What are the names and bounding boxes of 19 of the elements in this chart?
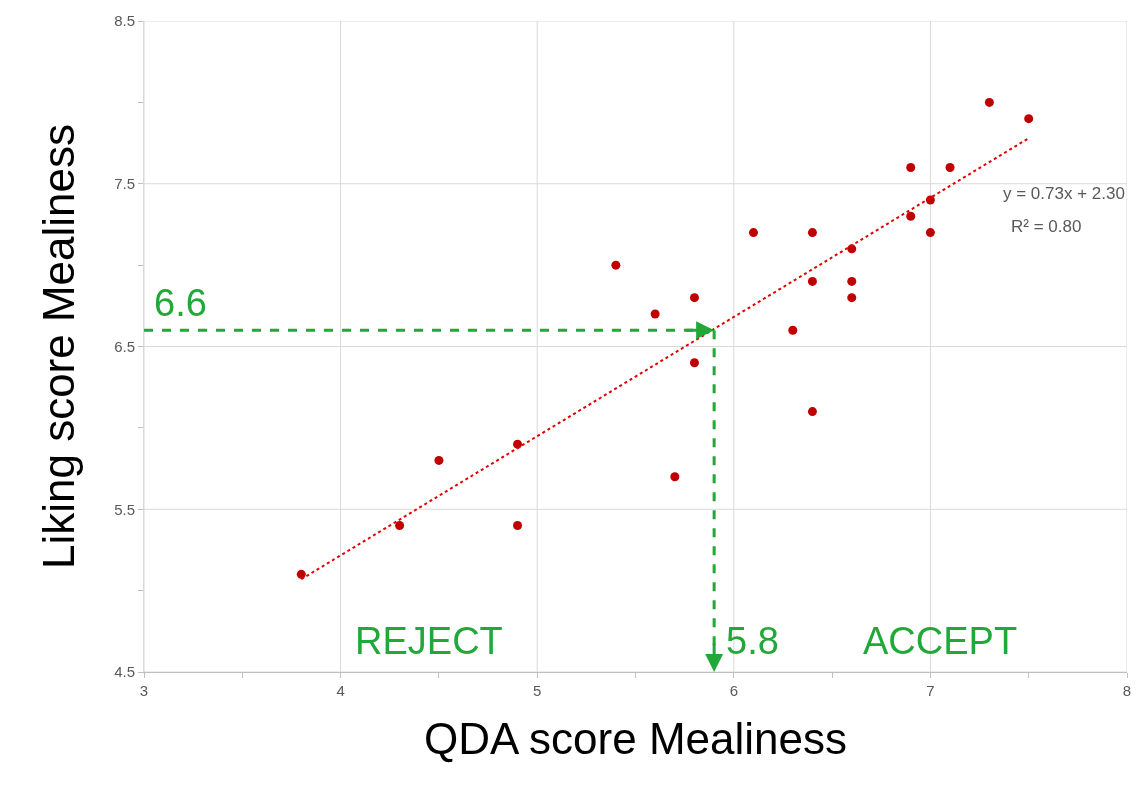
x-tick-label: 6 — [729, 682, 738, 699]
x-tick-label: 5 — [533, 682, 542, 699]
annotation: ACCEPT — [863, 620, 1018, 662]
y-tick-label: 5.5 — [114, 500, 135, 518]
annotation: R² = 0.80 — [1011, 217, 1082, 236]
annotation: REJECT — [355, 620, 503, 662]
x-tick-label: 7 — [926, 682, 935, 699]
x-tick-label: 8 — [1122, 682, 1132, 699]
y-tick-label: 7.5 — [114, 175, 135, 192]
y-tick-label: 6.5 — [114, 337, 135, 355]
y-tick-label: 8.5 — [114, 12, 135, 30]
annotation: y = 0.73x + 2.30 — [1003, 184, 1125, 203]
x-axis-title: QDA score Mealiness — [423, 714, 848, 764]
y-axis-title: Liking score Mealiness — [34, 123, 84, 570]
ref-line-label: 6.6 — [154, 282, 207, 324]
annotation: 5.8 — [726, 620, 779, 662]
x-tick-label: 3 — [139, 682, 149, 699]
x-tick-label: 4 — [336, 682, 345, 699]
y-tick-label: 4.5 — [114, 663, 135, 681]
